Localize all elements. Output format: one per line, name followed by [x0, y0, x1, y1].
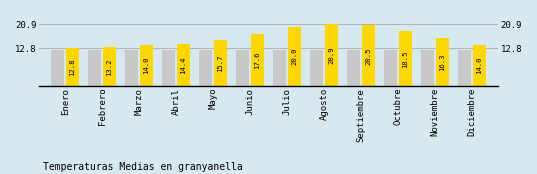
Bar [398, 31, 411, 86]
Bar [214, 40, 227, 86]
Bar [103, 47, 116, 86]
Bar [436, 38, 448, 86]
Bar [140, 45, 153, 86]
Text: 20.5: 20.5 [365, 47, 371, 65]
Bar [199, 50, 212, 86]
Text: 20.0: 20.0 [291, 48, 297, 65]
Text: 15.7: 15.7 [217, 54, 223, 72]
Bar [52, 50, 64, 86]
Text: 20.9: 20.9 [328, 47, 334, 64]
Bar [384, 50, 397, 86]
Bar [325, 24, 338, 86]
Bar [89, 50, 101, 86]
Bar [251, 34, 264, 86]
Bar [361, 25, 375, 86]
Text: 16.3: 16.3 [439, 53, 445, 71]
Text: 18.5: 18.5 [402, 50, 408, 68]
Bar [421, 50, 434, 86]
Bar [66, 48, 79, 86]
Text: 12.8: 12.8 [69, 59, 75, 76]
Bar [126, 50, 139, 86]
Text: 14.0: 14.0 [476, 57, 482, 74]
Bar [473, 45, 485, 86]
Bar [310, 50, 323, 86]
Text: 14.4: 14.4 [180, 56, 186, 74]
Text: Temperaturas Medias en granyanella: Temperaturas Medias en granyanella [43, 162, 243, 172]
Bar [273, 50, 286, 86]
Bar [347, 50, 360, 86]
Text: 17.6: 17.6 [254, 52, 260, 69]
Bar [236, 50, 249, 86]
Text: 14.0: 14.0 [143, 57, 149, 74]
Bar [162, 50, 176, 86]
Bar [458, 50, 471, 86]
Text: 13.2: 13.2 [106, 58, 112, 76]
Bar [288, 27, 301, 86]
Bar [177, 44, 190, 86]
